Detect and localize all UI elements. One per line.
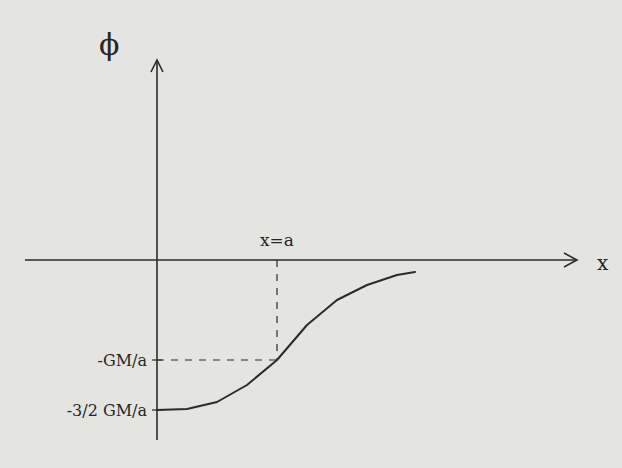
y-tick-guide bbox=[157, 359, 277, 360]
plot-area bbox=[157, 272, 415, 410]
chart: ϕ x x=a -GM/a -3/2 GM/a bbox=[0, 0, 622, 468]
y-tick-label: -3/2 GM/a bbox=[67, 401, 148, 420]
x-axis-label: x bbox=[597, 251, 609, 275]
potential-curve bbox=[157, 272, 415, 410]
x-tick-label: x=a bbox=[260, 230, 294, 250]
x-tick-guide bbox=[276, 260, 277, 360]
y-axis bbox=[156, 60, 158, 440]
y-tick-label: -GM/a bbox=[98, 351, 148, 370]
y-axis-label: ϕ bbox=[99, 27, 119, 62]
x-axis bbox=[25, 259, 577, 261]
y-arrow bbox=[151, 60, 163, 72]
x-arrow bbox=[564, 253, 577, 267]
